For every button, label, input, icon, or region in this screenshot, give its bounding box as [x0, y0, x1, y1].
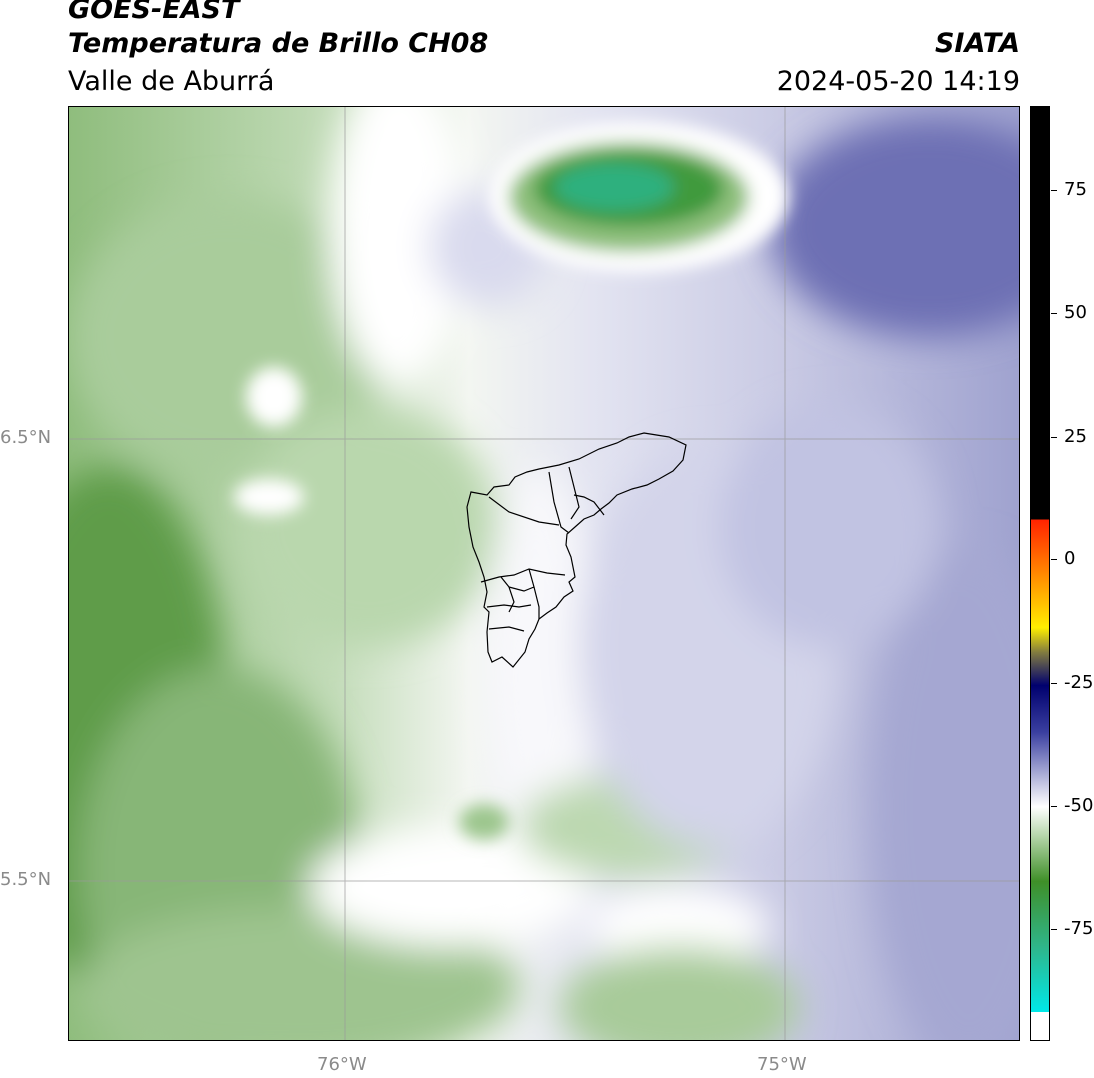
- map-canvas: [69, 107, 1019, 1040]
- lat-label-6-5n: 6.5°N: [0, 427, 52, 448]
- colorbar-tick: [1051, 559, 1057, 560]
- temperature-field: [69, 107, 1019, 1040]
- boundary-line: [500, 576, 515, 613]
- municipal-boundaries: [466, 432, 687, 668]
- organization-label: SIATA: [934, 28, 1020, 59]
- boundary-line: [528, 568, 540, 619]
- boundary-line: [486, 604, 532, 608]
- boundary-line: [548, 471, 570, 534]
- colorbar-label-minus-75: -75: [1064, 918, 1094, 939]
- colorbar-label-minus-25: -25: [1064, 672, 1094, 693]
- colorbar-tick: [1051, 929, 1057, 930]
- colorbar-label-25: 25: [1064, 426, 1087, 447]
- colorbar-tick: [1051, 683, 1057, 684]
- colorbar-label-minus-50: -50: [1064, 795, 1094, 816]
- region-title: Valle de Aburrá: [68, 66, 275, 97]
- boundary-line: [568, 466, 580, 520]
- boundary-line: [508, 586, 535, 592]
- boundary-line: [573, 494, 605, 516]
- product-title: Temperatura de Brillo CH08: [68, 28, 489, 59]
- satellite-title: GOES-EAST: [68, 0, 240, 25]
- graticule: [69, 107, 1019, 1040]
- colorbar-label-75: 75: [1064, 179, 1087, 200]
- cold-cloud-top: [234, 122, 789, 840]
- datetime-label: 2024-05-20 14:19: [776, 66, 1020, 97]
- boundary-line: [488, 496, 560, 526]
- brightness-temperature-map: [68, 106, 1020, 1041]
- lat-label-5-5n: 5.5°N: [0, 869, 52, 890]
- boundary-line: [488, 626, 525, 632]
- lon-label-76w: 76°W: [317, 1054, 367, 1075]
- colorbar-tick: [1051, 437, 1057, 438]
- colorbar-tick: [1051, 313, 1057, 314]
- colorbar-label-0: 0: [1064, 548, 1076, 569]
- valle-aburra-outline: [466, 432, 687, 668]
- boundary-line: [480, 568, 566, 583]
- colorbar-tick: [1051, 806, 1057, 807]
- colorbar-label-50: 50: [1064, 302, 1087, 323]
- lon-label-75w: 75°W: [757, 1054, 807, 1075]
- colorbar-tick: [1051, 190, 1057, 191]
- temperature-colorbar: [1030, 106, 1050, 1041]
